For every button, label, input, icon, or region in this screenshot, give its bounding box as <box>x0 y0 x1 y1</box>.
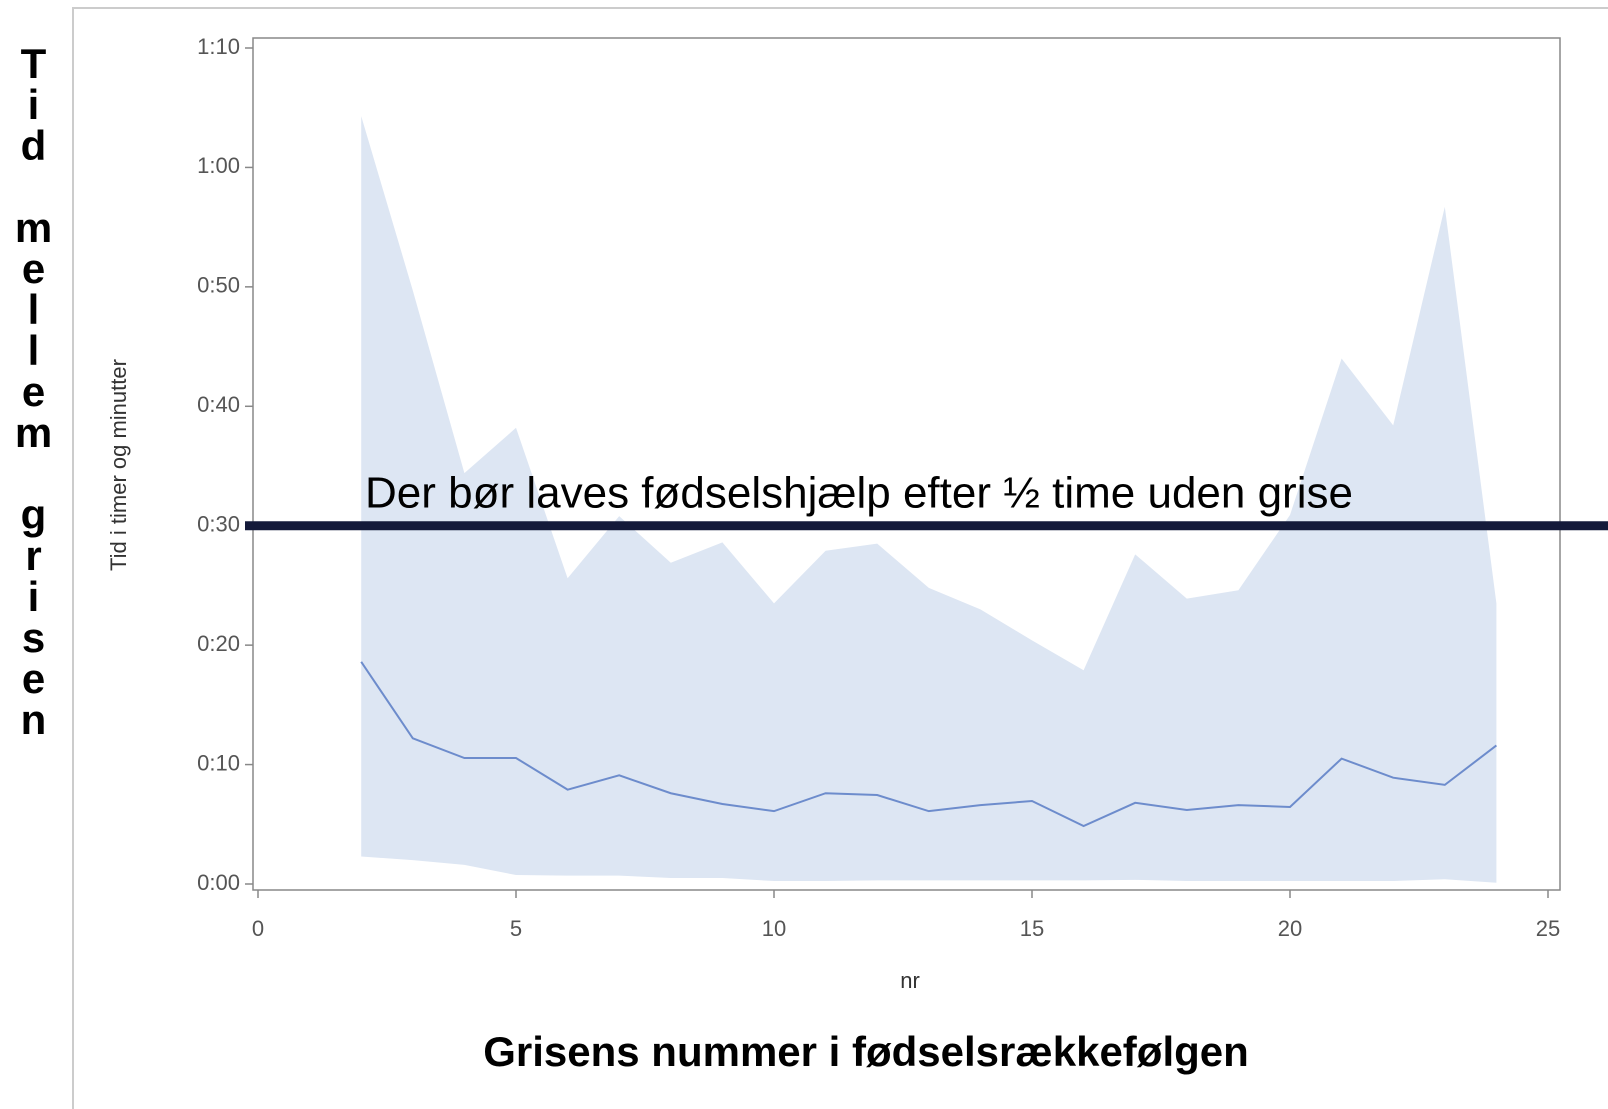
x-tick-label: 20 <box>1278 916 1302 941</box>
x-tick-label: 25 <box>1536 916 1560 941</box>
y-axis-label: Tid i timer og minutter <box>106 359 131 571</box>
x-tick-label: 5 <box>510 916 522 941</box>
confidence-band <box>361 116 1497 883</box>
y-tick-label: 0:10 <box>197 750 240 775</box>
x-tick-label: 15 <box>1020 916 1044 941</box>
y-tick-label: 0:40 <box>197 392 240 417</box>
plot-frame <box>252 37 1561 891</box>
x-tick-label: 10 <box>762 916 786 941</box>
y-tick-label: 1:10 <box>197 34 240 59</box>
x-tick-label: 0 <box>252 916 264 941</box>
chart-title: Grisens nummer i fødselsrækkefølgen <box>483 1028 1249 1075</box>
y-tick-label: 0:20 <box>197 631 240 656</box>
y-tick-label: 0:00 <box>197 870 240 895</box>
y-tick-label: 1:00 <box>197 153 240 178</box>
frame <box>72 7 1608 1109</box>
side-title: Tid mellem grisen <box>10 40 57 737</box>
y-tick-label: 0:50 <box>197 273 240 298</box>
reference-label: Der bør laves fødselshjælp efter ½ time … <box>365 468 1353 517</box>
mean-line <box>360 661 1498 828</box>
x-axis-label: nr <box>900 968 920 993</box>
y-tick-label: 0:30 <box>197 512 240 537</box>
